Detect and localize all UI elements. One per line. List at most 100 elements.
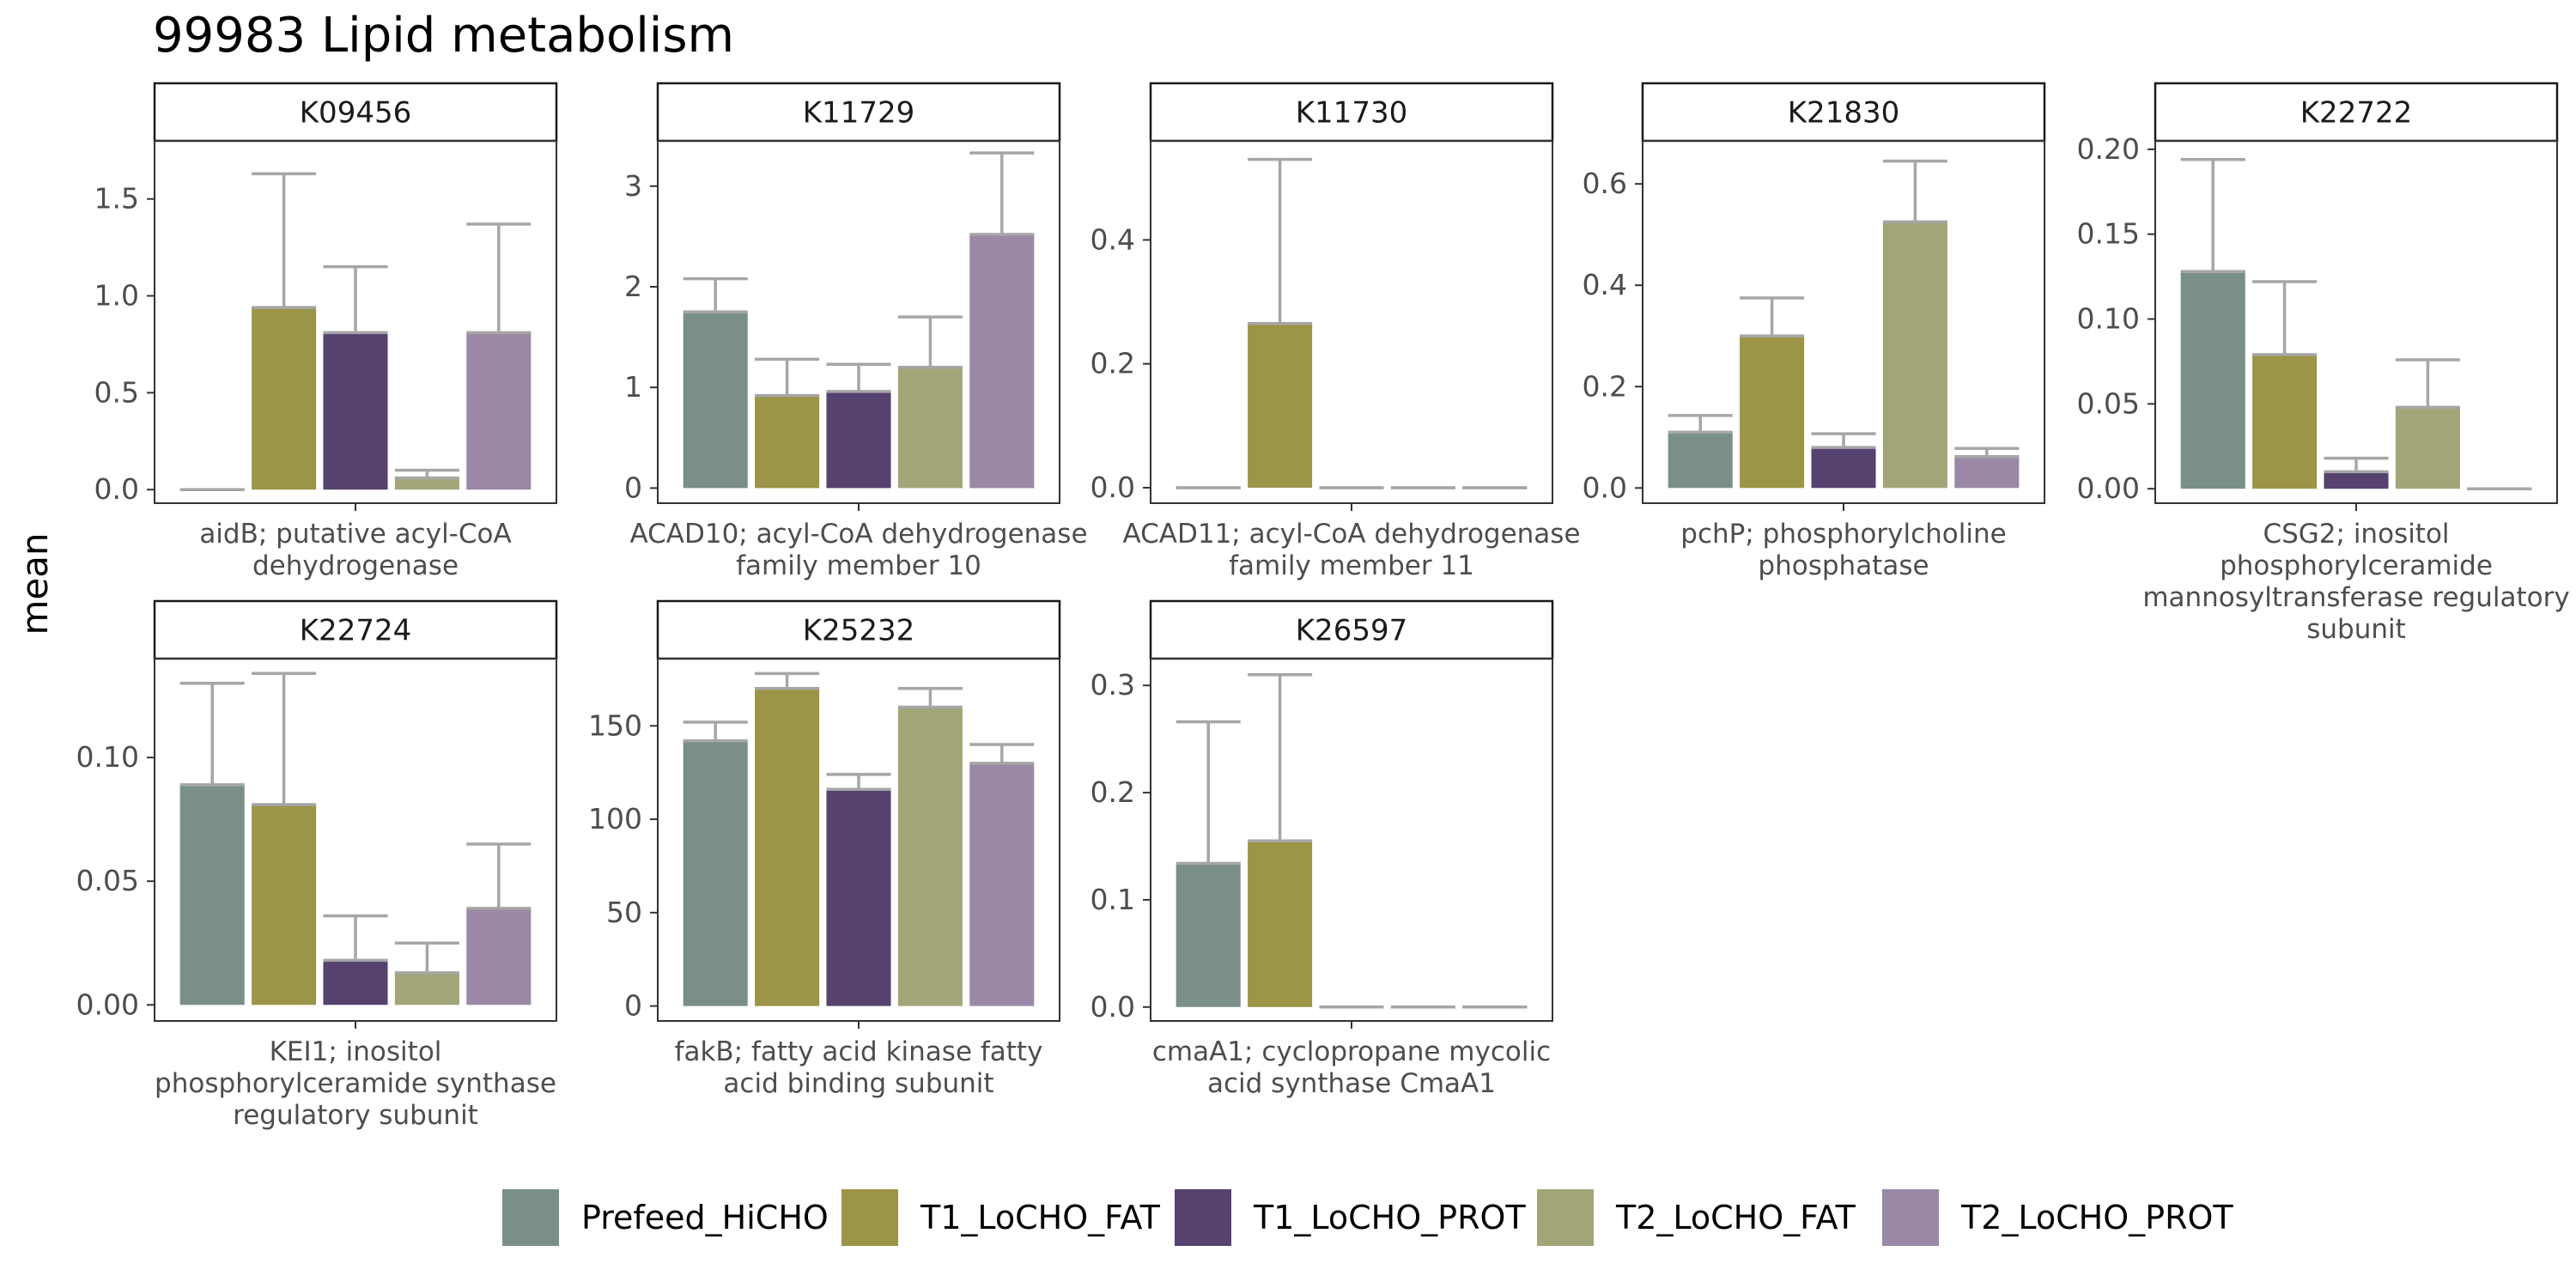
y-tick-label: 1.0 <box>94 279 139 313</box>
y-tick-label: 0.4 <box>1091 222 1135 256</box>
bar-T2_LoCHO_FAT <box>1882 222 1947 489</box>
error-bar-T1_LoCHO_FAT <box>1740 296 1805 337</box>
strip-background <box>656 599 1061 660</box>
legend: Prefeed_HiCHO T1_LoCHO_FAT T1_LoCHO_PROT T2… <box>502 1189 2233 1246</box>
bar-T1_LoCHO_FAT <box>755 395 820 489</box>
y-tick-label: 100 <box>588 802 642 835</box>
y-tick-label: 0.05 <box>2077 386 2140 420</box>
bar-T1_LoCHO_PROT <box>826 789 891 1006</box>
bar-T1_LoCHO_FAT <box>2252 355 2318 489</box>
strip-label: K26597 <box>1296 614 1407 648</box>
error-bar-T1_LoCHO_FAT <box>755 671 820 690</box>
category-label: fakB; fatty acid kinase fatty acid bindin… <box>675 1036 1043 1099</box>
y-tick-label: 0.5 <box>94 375 139 409</box>
y-tick-label: 0.0 <box>1583 471 1627 504</box>
legend-label: T1_LoCHO_PROT <box>1253 1199 1526 1236</box>
y-tick-label: 0 <box>624 989 642 1023</box>
y-tick-label: 0.05 <box>76 864 139 897</box>
error-bar-Prefeed_HiCHO <box>1668 414 1733 434</box>
panel-K22724: K22724 0.00 0.05 0.10 KEI1; inositol phosphor… <box>76 599 558 1131</box>
y-tick-label: 0.2 <box>1091 775 1135 809</box>
error-bar-T1_LoCHO_FAT <box>1248 672 1313 842</box>
legend-label: T2_LoCHO_PROT <box>1960 1199 2233 1236</box>
bar-T2_LoCHO_FAT <box>897 367 963 489</box>
bar-T1_LoCHO_FAT <box>1248 841 1313 1007</box>
legend-swatch <box>1175 1189 1231 1246</box>
y-tick-label: 0.15 <box>2077 217 2140 251</box>
category-label: pchP; phosphorylcholine phosphatase <box>1680 519 2006 581</box>
strip-label: K11730 <box>1296 96 1407 131</box>
panel-K26597: K26597 0.0 0.1 0.2 0.3 cmaA1; cyclopropane my… <box>1091 599 1554 1099</box>
bar-Prefeed_HiCHO <box>1176 863 1241 1007</box>
error-bar-Prefeed_HiCHO <box>1176 720 1241 866</box>
legend-label: Prefeed_HiCHO <box>581 1199 829 1236</box>
error-bar-T1_LoCHO_FAT <box>2252 280 2318 356</box>
bar-T1_LoCHO_PROT <box>2324 471 2389 489</box>
legend-item-Prefeed_HiCHO: Prefeed_HiCHO <box>502 1189 829 1246</box>
bar-T2_LoCHO_FAT <box>897 707 963 1006</box>
error-bar-T1_LoCHO_FAT <box>1248 157 1313 325</box>
legend-swatch <box>502 1189 559 1246</box>
error-bar-T1_LoCHO_FAT <box>755 357 820 398</box>
y-tick-label: 0.0 <box>94 472 139 506</box>
strip-label: K11729 <box>803 96 914 131</box>
strip-background <box>2154 82 2559 143</box>
bar-T1_LoCHO_FAT <box>755 688 820 1006</box>
panel-K22722: K22722 0.00 0.05 0.10 0.15 0.20 CSG2; inositol… <box>2077 82 2570 645</box>
panel-K11729: K11729 0 1 2 3 ACAD10; acyl-CoA dehydrogenase… <box>624 82 1088 581</box>
y-tick-label: 0.4 <box>1583 268 1627 301</box>
y-tick-label: 0.10 <box>2077 302 2140 336</box>
legend-label: T2_LoCHO_FAT <box>1615 1199 1856 1236</box>
category-label: CSG2; inositol phosphorylceramide mannosyl… <box>2142 519 2569 645</box>
bar-T2_LoCHO_FAT <box>394 477 459 490</box>
bar-T1_LoCHO_PROT <box>323 332 388 490</box>
strip-background <box>153 599 558 660</box>
category-label: cmaA1; cyclopropane mycolic acid synthase… <box>1152 1036 1551 1099</box>
category-label: ACAD11; acyl-CoA dehydrogenase family mem… <box>1122 519 1580 581</box>
legend-item-T2_LoCHO_FAT: T2_LoCHO_FAT <box>1537 1189 1856 1246</box>
y-tick-label: 1 <box>624 370 642 404</box>
panel-K09456: K09456 0.0 0.5 1.0 1.5 aidB; putative acyl-Co… <box>94 82 558 581</box>
bar-Prefeed_HiCHO <box>179 784 245 1005</box>
legend-item-T1_LoCHO_FAT: T1_LoCHO_FAT <box>841 1189 1161 1246</box>
strip-background <box>1149 82 1554 143</box>
panel-border <box>1150 140 1553 504</box>
error-bar-T1_LoCHO_FAT <box>252 671 317 806</box>
y-tick-label: 0.2 <box>1583 369 1627 403</box>
error-bar-T1_LoCHO_PROT <box>323 914 388 963</box>
legend-swatch <box>841 1189 898 1246</box>
panel-K11730: K11730 0.0 0.2 0.4 ACAD11; acyl-CoA dehydrog… <box>1091 82 1581 581</box>
bar-T2_LoCHO_PROT <box>1954 456 2020 489</box>
bar-T1_LoCHO_FAT <box>252 307 317 490</box>
legend-label: T1_LoCHO_FAT <box>920 1199 1161 1236</box>
y-tick-label: 0.20 <box>2077 132 2140 166</box>
y-tick-label: 3 <box>624 169 642 203</box>
y-tick-label: 150 <box>588 708 642 742</box>
error-bar-T2_LoCHO_PROT <box>466 222 532 335</box>
error-bar-T1_LoCHO_FAT <box>252 172 317 309</box>
error-bar-T2_LoCHO_FAT <box>1882 159 1947 224</box>
bar-T1_LoCHO_PROT <box>1811 447 1876 489</box>
bar-T2_LoCHO_PROT <box>969 234 1035 489</box>
legend-item-T1_LoCHO_PROT: T1_LoCHO_PROT <box>1175 1189 1526 1246</box>
panels: K09456 0.0 0.5 1.0 1.5 aidB; putative acyl-Co… <box>76 82 2570 1131</box>
bar-T1_LoCHO_FAT <box>252 804 317 1005</box>
error-bar-T2_LoCHO_FAT <box>897 315 963 369</box>
y-tick-label: 0.3 <box>1091 668 1135 702</box>
strip-label: K22722 <box>2300 96 2412 131</box>
chart-title: 99983 Lipid metabolism <box>153 8 734 64</box>
y-tick-label: 0.10 <box>76 740 139 774</box>
strip-background <box>1641 82 2046 143</box>
error-bar-T2_LoCHO_PROT <box>466 842 532 910</box>
y-tick-label: 2 <box>624 270 642 303</box>
bar-Prefeed_HiCHO <box>683 740 748 1006</box>
y-tick-label: 50 <box>606 896 642 929</box>
error-bar-T1_LoCHO_PROT <box>2324 456 2389 474</box>
strip-label: K25232 <box>803 614 914 648</box>
error-bar-T2_LoCHO_FAT <box>2395 358 2460 410</box>
y-tick-label: 0.6 <box>1583 167 1627 200</box>
error-bar-Prefeed_HiCHO <box>683 720 748 743</box>
category-label: aidB; putative acyl-CoA dehydrogenase <box>199 519 511 581</box>
bar-Prefeed_HiCHO <box>683 312 748 489</box>
bar-T1_LoCHO_PROT <box>826 391 891 489</box>
